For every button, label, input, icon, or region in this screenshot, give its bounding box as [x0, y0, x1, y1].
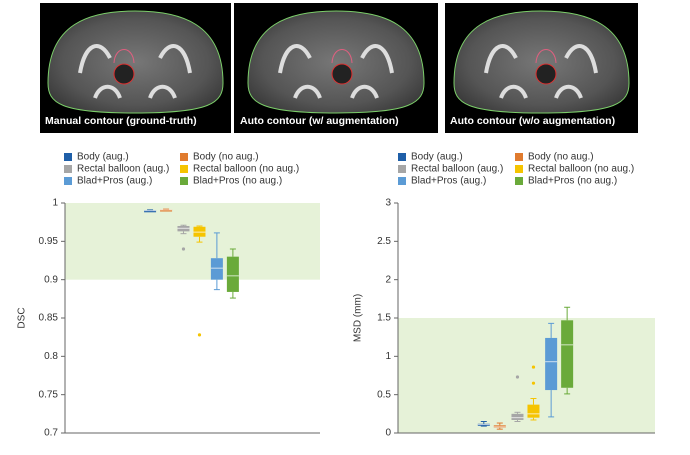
box — [511, 413, 524, 420]
image-caption: Auto contour (w/o augmentation) — [450, 115, 615, 127]
legend-label: Body (aug.) — [411, 152, 463, 163]
image-caption: Manual contour (ground-truth) — [45, 115, 197, 127]
legend-label: Rectal balloon (aug.) — [411, 164, 503, 175]
y-tick-label: 0.8 — [44, 351, 58, 362]
legend-swatch — [515, 153, 523, 161]
box — [561, 320, 574, 388]
legend-swatch — [398, 177, 406, 185]
y-tick-label: 0.85 — [39, 313, 59, 324]
legend-swatch — [398, 153, 406, 161]
outlier — [515, 375, 520, 379]
box — [144, 210, 157, 213]
target-band — [65, 203, 320, 280]
y-axis-label: DSC — [17, 307, 28, 328]
legend-label: Body (no aug.) — [528, 152, 594, 163]
y-tick-label: 0.5 — [377, 389, 391, 400]
legend-label: Blad+Pros (no aug.) — [193, 176, 282, 187]
ct-panel: Auto contour (w/o augmentation) — [445, 3, 638, 133]
y-tick-label: 1 — [385, 351, 391, 362]
target-band — [398, 318, 655, 433]
outlier — [531, 381, 536, 385]
box — [527, 404, 540, 418]
legend-label: Blad+Pros (aug.) — [411, 176, 486, 187]
legend-label: Body (no aug.) — [193, 152, 259, 163]
y-tick-label: 0.7 — [44, 428, 58, 439]
legend-swatch — [515, 165, 523, 173]
legend-swatch — [515, 177, 523, 185]
ct-panel: Auto contour (w/ augmentation) — [234, 3, 438, 133]
y-tick-label: 1.5 — [377, 313, 391, 324]
legend-label: Body (aug.) — [77, 152, 129, 163]
legend-label: Rectal balloon (no aug.) — [528, 164, 634, 175]
y-axis-label: MSD (mm) — [353, 294, 364, 342]
outlier — [197, 333, 202, 337]
y-tick-label: 0.9 — [44, 274, 58, 285]
outlier — [181, 247, 186, 251]
legend-label: Blad+Pros (no aug.) — [528, 176, 617, 187]
y-tick-label: 1 — [52, 198, 58, 209]
box — [545, 337, 558, 391]
legend-swatch — [180, 165, 188, 173]
y-tick-label: 2.5 — [377, 236, 391, 247]
y-tick-label: 2 — [385, 274, 391, 285]
legend-swatch — [64, 153, 72, 161]
legend-label: Rectal balloon (aug.) — [77, 164, 169, 175]
box — [210, 258, 223, 280]
y-tick-label: 0.75 — [39, 389, 59, 400]
box — [226, 256, 239, 292]
box — [160, 209, 173, 212]
y-tick-label: 0 — [385, 428, 391, 439]
legend-label: Rectal balloon (no aug.) — [193, 164, 299, 175]
legend-label: Blad+Pros (aug.) — [77, 176, 152, 187]
image-caption: Auto contour (w/ augmentation) — [240, 115, 399, 127]
legend-swatch — [180, 153, 188, 161]
y-tick-label: 3 — [385, 198, 391, 209]
legend-swatch — [398, 165, 406, 173]
legend-swatch — [180, 177, 188, 185]
y-tick-label: 0.95 — [39, 236, 59, 247]
ct-panel: Manual contour (ground-truth) — [40, 3, 231, 133]
legend-swatch — [64, 165, 72, 173]
legend-swatch — [64, 177, 72, 185]
outlier — [531, 365, 536, 369]
